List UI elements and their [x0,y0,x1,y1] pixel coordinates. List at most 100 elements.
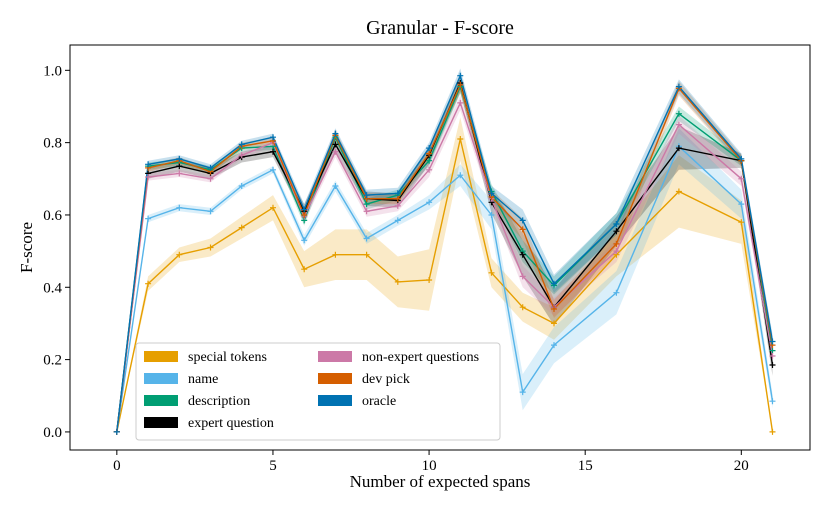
special-tokens-point [488,269,495,276]
dev-pick-point [457,81,464,88]
legend: special tokens name description expert ques… [135,342,501,441]
name-point [270,166,276,173]
special-tokens-point [363,251,370,258]
dev-pick-point [426,150,433,157]
y-tick-label: 0.0 [43,425,62,441]
name-point [551,342,557,349]
non-expert-questions-legend-label: non-expert questions [362,350,479,365]
oracle-point [394,190,401,197]
dev-pick-point [551,306,557,312]
oracle-point [176,155,183,162]
special-tokens-point [519,304,526,311]
special-tokens-point [238,224,245,231]
special-tokens-point [769,428,776,435]
special-tokens-legend-label: special tokens [188,350,267,365]
oracle-point [207,164,214,171]
expert-question-point [613,228,620,235]
name-point [519,389,526,396]
dev-pick-point [613,240,620,247]
special-tokens-point [270,204,276,211]
non-expert-questions-point [145,174,152,180]
name-point [488,212,495,218]
non-expert-questions-point [176,170,183,177]
oracle-point [332,130,339,137]
y-tick-label: 1.0 [43,63,62,79]
oracle-point [551,280,557,287]
oracle-point [675,83,682,90]
non-expert-questions-point [426,166,433,173]
non-expert-questions-point [363,208,370,215]
legend-box [135,342,501,441]
description-legend-swatch [144,395,178,406]
x-tick-label: 5 [269,458,277,474]
dev-pick-point [394,195,401,202]
name-point [457,172,464,179]
non-expert-questions-point [613,248,620,255]
plot-frame [69,44,811,451]
name-point [363,235,370,242]
name-legend-label: name [188,372,218,387]
expert-question-point [675,145,682,152]
special-tokens-point [176,251,183,258]
x-tick-label: 20 [734,458,749,474]
x-axis-label: Number of expected spans [350,472,531,491]
non-expert-questions-point [394,202,401,209]
oracle-point [769,338,776,345]
special-tokens-point [301,266,308,273]
name-point [238,183,245,189]
oracle-point [113,428,120,435]
description-legend-label: description [188,394,250,409]
y-axis-ticks: 0.0 0.2 0.4 0.6 0.8 1.0 [43,63,70,441]
oracle-point [738,155,745,162]
x-tick-label: 0 [113,458,121,474]
name-point [332,183,339,189]
expert-question-legend-swatch [144,417,178,428]
name-point [426,199,433,206]
name-legend-swatch [144,373,178,384]
non-expert-questions-point [207,175,214,182]
series-markers [113,72,776,435]
oracle-point [270,134,276,141]
y-tick-label: 0.4 [43,280,62,296]
oracle-legend-label: oracle [362,394,396,409]
x-tick-label: 15 [578,458,593,474]
description-point [426,157,433,164]
oracle-point [488,190,495,197]
name-point [207,208,214,215]
expert-question-point [270,148,276,155]
oracle-point [457,72,464,79]
oracle-point [519,217,526,224]
name-point [301,237,308,244]
expert-question-legend-label: expert question [188,416,274,431]
non-expert-questions-point [519,273,526,280]
dev-pick-point [301,212,308,218]
special-tokens-point [675,188,682,195]
dev-pick-point [519,226,526,233]
expert-question-point [769,362,776,368]
y-tick-label: 0.6 [43,208,62,224]
x-tick-label: 10 [422,458,437,474]
expert-question-point [176,163,183,170]
non-expert-questions-point [457,99,464,106]
y-tick-label: 0.8 [43,136,62,152]
non-expert-questions-point [332,148,339,155]
description-point [769,347,776,354]
name-point [769,398,776,405]
name-point [613,289,620,296]
special-tokens-point [145,280,152,287]
special-tokens-point [551,320,557,327]
special-tokens-legend-swatch [144,351,178,362]
oracle-point [426,145,433,152]
oracle-point [363,192,370,199]
special-tokens-point [738,219,745,226]
name-point [394,217,401,224]
non-expert-questions-point [738,175,745,182]
name-point [145,215,152,222]
oracle-legend-swatch [318,395,352,406]
special-tokens-point [426,277,433,283]
y-axis-label: F-score [17,222,36,273]
name-point [738,201,745,208]
expert-question-point [332,141,339,148]
oracle-point [613,221,620,227]
